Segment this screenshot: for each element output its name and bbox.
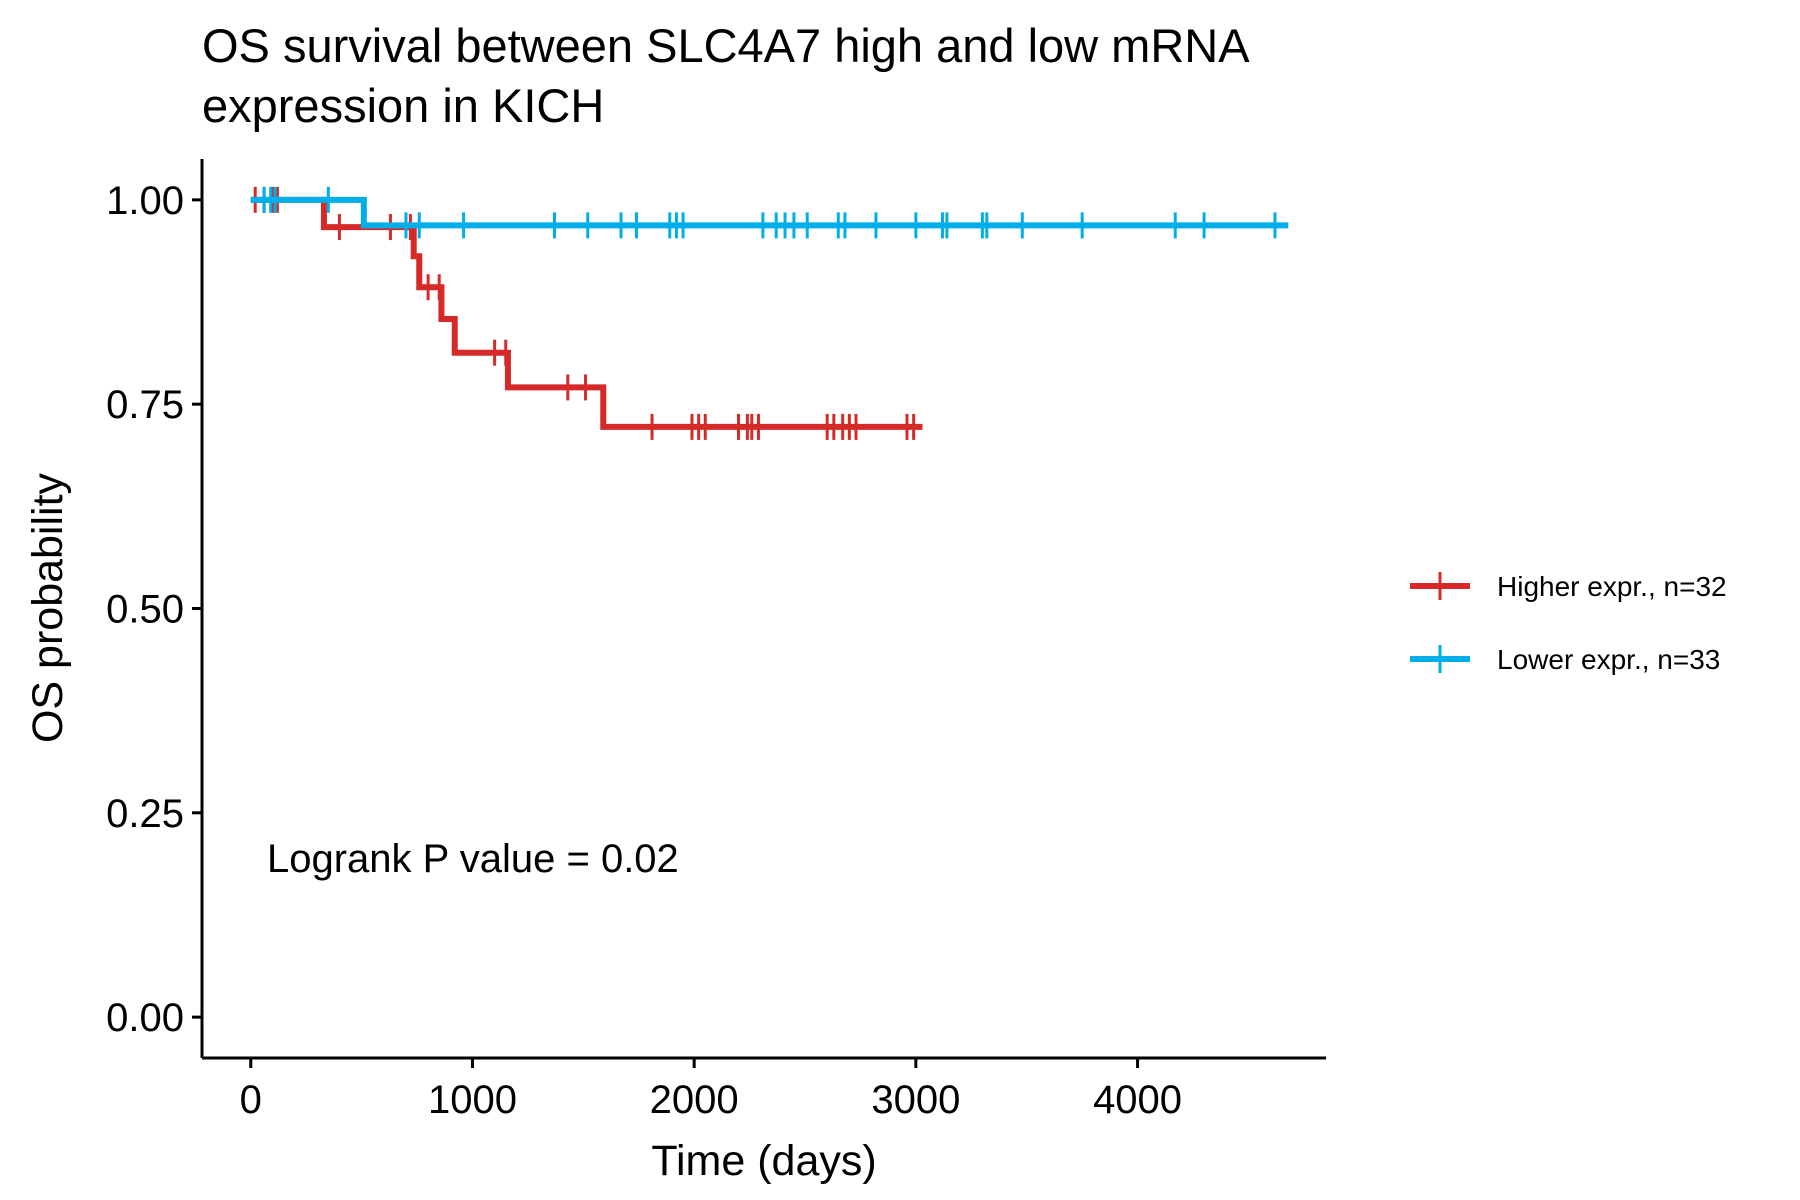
x-tick-label: 0 — [240, 1078, 262, 1122]
legend-label: Higher expr., n=32 — [1497, 571, 1727, 602]
y-tick-label: 1.00 — [106, 179, 184, 223]
x-tick-label: 3000 — [871, 1078, 960, 1122]
plot-area: 0.00 0.25 0.50 0.75 1.00 0 1000 2000 3000 4000 L… — [106, 159, 1326, 1122]
y-tick-label: 0.25 — [106, 792, 184, 836]
x-tick-label: 1000 — [428, 1078, 517, 1122]
series-lower-expr — [250, 186, 1289, 239]
legend-item: Lower expr., n=33 — [1410, 644, 1720, 675]
chart-title-line-2: expression in KICH — [202, 79, 604, 132]
series-layer — [250, 186, 1289, 440]
legend-label: Lower expr., n=33 — [1497, 644, 1720, 675]
y-tick-label: 0.00 — [106, 996, 184, 1040]
y-tick-label: 0.50 — [106, 588, 184, 632]
x-tick-label: 2000 — [650, 1078, 739, 1122]
chart-title-line-1: OS survival between SLC4A7 high and low … — [202, 19, 1250, 72]
y-axis-ticks: 0.00 0.25 0.50 0.75 1.00 — [106, 179, 202, 1040]
logrank-annotation: Logrank P value = 0.02 — [267, 837, 679, 881]
legend-item: Higher expr., n=32 — [1410, 571, 1727, 602]
legend: Higher expr., n=32 Lower expr., n=33 — [1410, 571, 1727, 675]
y-tick-label: 0.75 — [106, 383, 184, 427]
y-axis-title: OS probability — [24, 472, 72, 743]
x-axis-title: Time (days) — [651, 1137, 876, 1185]
chart-title: OS survival between SLC4A7 high and low … — [202, 19, 1250, 132]
survival-curve — [250, 196, 1289, 229]
x-tick-label: 4000 — [1093, 1078, 1182, 1122]
x-axis-ticks: 0 1000 2000 3000 4000 — [240, 1058, 1182, 1122]
